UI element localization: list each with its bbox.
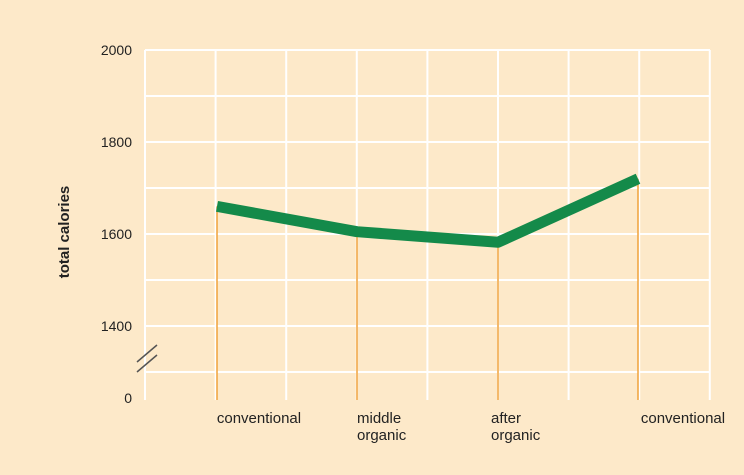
y-tick-label: 1600	[101, 226, 132, 242]
x-tick-label-line: conventional	[217, 410, 301, 427]
x-tick-label-line: conventional	[641, 410, 725, 427]
y-tick-label: 1800	[101, 134, 132, 150]
y-tick-label: 1400	[101, 318, 132, 334]
axis-break-mark	[137, 355, 157, 372]
y-tick-label: 2000	[101, 42, 132, 58]
x-tick-label-line: after	[491, 410, 521, 427]
x-tick-label: conventional	[217, 410, 301, 427]
y-axis: 0 1400 1600 1800 2000 total calories	[56, 42, 157, 406]
axis-break-mark	[137, 345, 157, 362]
x-tick-label-line: middle	[357, 410, 401, 427]
x-tick-label-line: organic	[491, 427, 541, 444]
y-tick-label: 0	[124, 390, 132, 406]
grid	[145, 50, 710, 400]
x-tick-label: conventional	[641, 410, 725, 427]
axis-break-icon	[137, 345, 157, 372]
x-tick-label-line: organic	[357, 427, 407, 444]
y-axis-label: total calories	[56, 186, 73, 279]
